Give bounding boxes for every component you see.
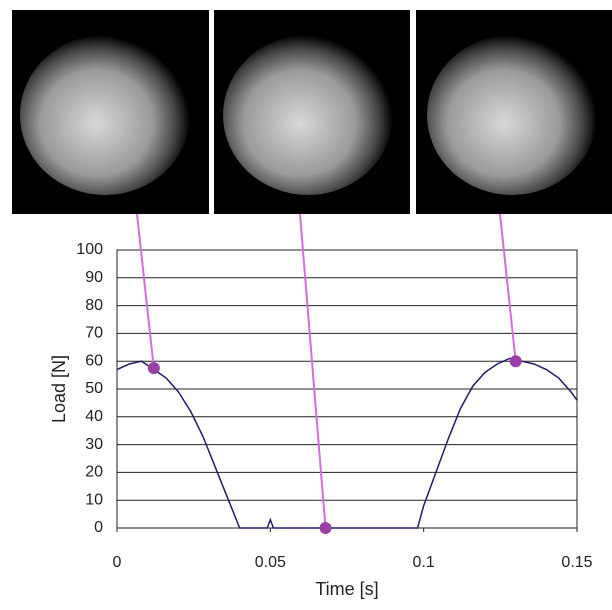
- x-tick-label: 0: [113, 554, 122, 571]
- y-tick-label: 20: [85, 464, 103, 481]
- frame-image: [427, 35, 597, 195]
- y-axis-label: Load [N]: [49, 355, 69, 423]
- frame-image: [20, 35, 190, 195]
- y-tick-label: 50: [85, 380, 103, 397]
- y-tick-label: 10: [85, 491, 103, 508]
- frame-image: [223, 35, 393, 195]
- y-tick-label: 0: [94, 519, 103, 536]
- y-tick-label: 80: [85, 297, 103, 314]
- y-tick-label: 40: [85, 408, 103, 425]
- frames: [12, 10, 612, 214]
- y-tick-label: 30: [85, 436, 103, 453]
- load-line: [116, 357, 578, 529]
- connector: [299, 213, 327, 529]
- x-axis-label: Time [s]: [315, 579, 378, 599]
- connector: [499, 213, 517, 362]
- x-tick-label: 0.1: [413, 554, 435, 571]
- x-tick-label: 0.15: [561, 554, 592, 571]
- y-tick-label: 90: [85, 269, 103, 286]
- x-tick-label: 0.05: [255, 554, 286, 571]
- highlight-point: [509, 355, 522, 368]
- highlight-point: [319, 522, 332, 534]
- y-tick-label: 70: [85, 325, 103, 342]
- y-tick-label: 100: [76, 241, 103, 258]
- connector: [136, 213, 155, 369]
- highlight-point: [147, 362, 160, 375]
- y-tick-label: 60: [85, 352, 103, 369]
